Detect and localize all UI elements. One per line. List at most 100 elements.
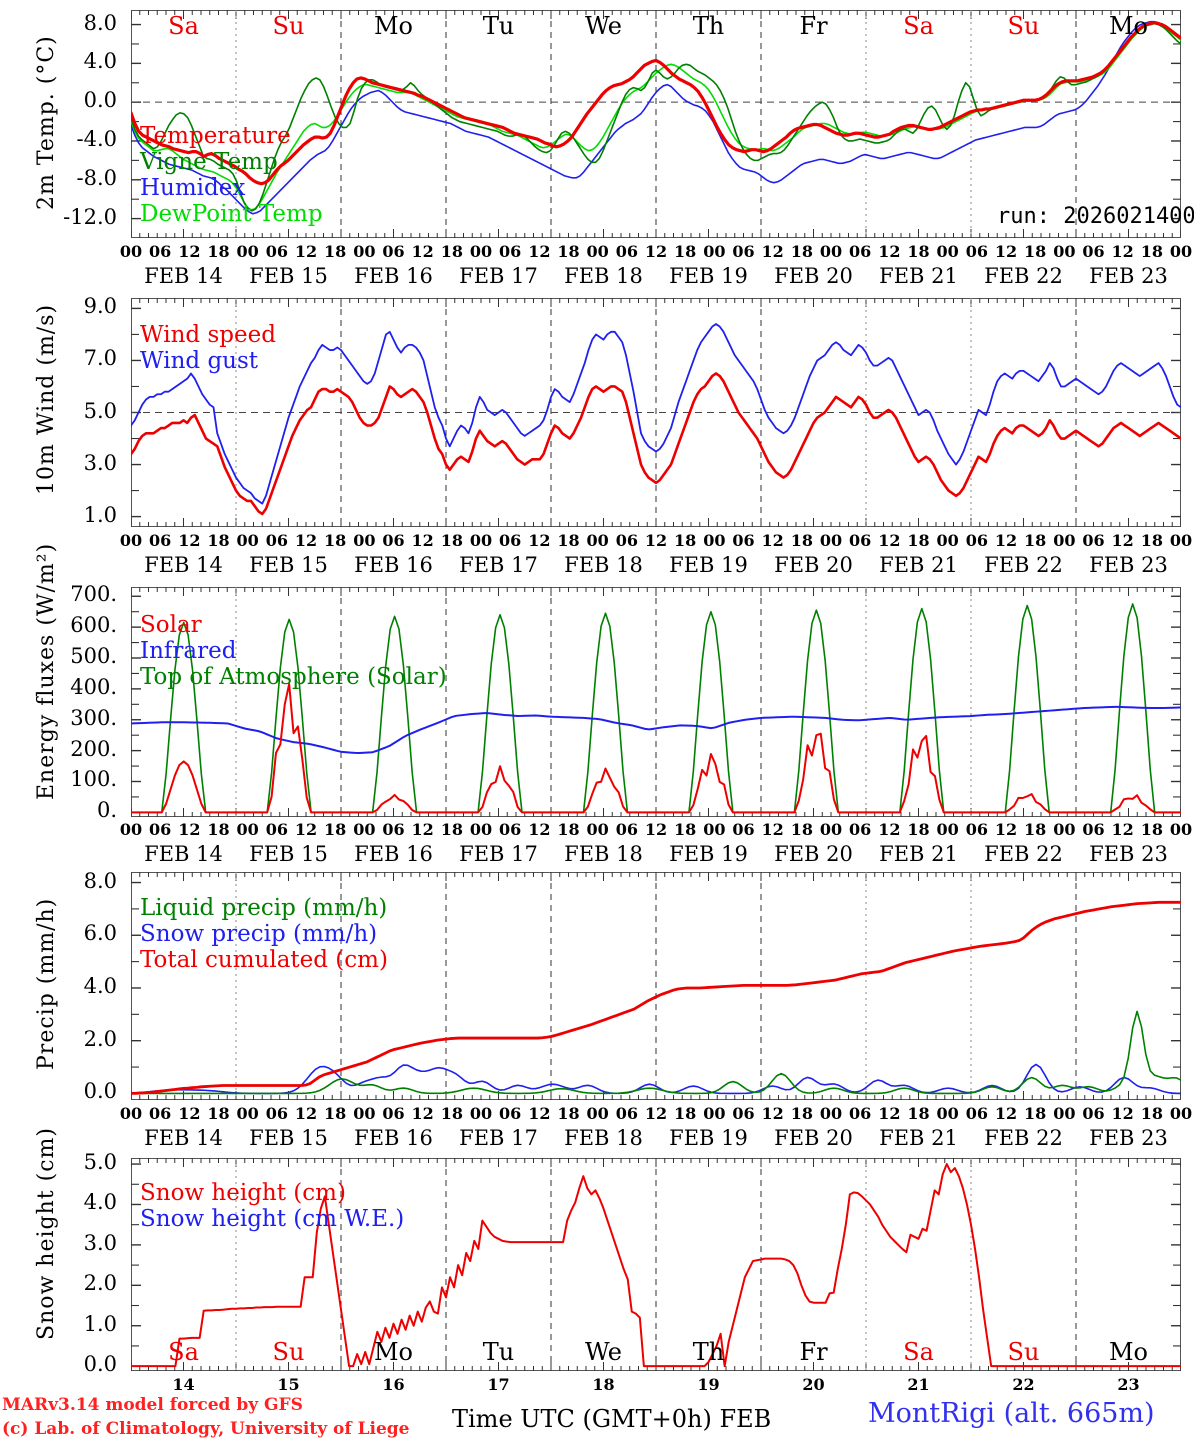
hour-tick-label: 00: [1169, 531, 1193, 550]
hour-tick-label: 18: [557, 242, 580, 261]
legend-entry: DewPoint Temp: [140, 201, 323, 227]
hour-tick-label: 12: [878, 531, 901, 550]
hour-tick-label: 12: [411, 242, 434, 261]
hour-tick-label: 06: [265, 531, 288, 550]
hour-tick-label: 12: [644, 820, 668, 839]
day-label: FEB 15: [249, 1126, 328, 1150]
day-label: FEB 15: [249, 842, 328, 866]
hour-tick-label: 00: [469, 242, 493, 261]
hour-tick-label: 06: [849, 531, 872, 550]
weekday-label: Mo: [373, 1338, 414, 1366]
hour-tick-label: 00: [119, 820, 143, 839]
y-tick-label: 0.0: [83, 1079, 117, 1104]
hour-tick-label: 00: [819, 242, 843, 261]
day-label: FEB 19: [669, 842, 748, 866]
hour-tick-label: 06: [499, 820, 522, 839]
hour-tick-label: 00: [819, 531, 843, 550]
hour-tick-label: 06: [1082, 242, 1105, 261]
legend-entry: Snow height (cm): [140, 1180, 346, 1206]
weekday-label: Sa: [168, 1338, 199, 1366]
legend-entry: Top of Atmosphere (Solar): [140, 664, 447, 690]
day-label: FEB 22: [984, 842, 1063, 866]
hour-tick-label: 00: [1169, 820, 1193, 839]
legend-entry: Snow precip (mm/h): [140, 921, 378, 947]
y-tick-label: 6.0: [83, 921, 117, 946]
footer-model-credit-line1: MARv3.14 model forced by GFS: [2, 1395, 303, 1415]
hour-tick-label: 00: [936, 1104, 959, 1123]
day-label: FEB 15: [249, 264, 328, 288]
y-tick-label: -12.0: [63, 204, 117, 229]
weekday-label: Sa: [903, 1338, 934, 1366]
hour-tick-label: 18: [324, 820, 347, 839]
hour-tick-label: 00: [936, 242, 959, 261]
hour-tick-label: 00: [236, 531, 259, 550]
hour-tick-label: 06: [1082, 820, 1105, 839]
day-label: FEB 19: [669, 553, 748, 577]
hour-tick-label: 06: [965, 242, 988, 261]
hour-tick-label: 12: [1111, 1104, 1134, 1123]
hour-tick-label: 12: [761, 820, 784, 839]
hour-tick-label: 00: [236, 1104, 259, 1123]
hour-tick-label: 12: [1111, 820, 1134, 839]
hour-tick-label: 12: [1111, 531, 1134, 550]
hour-tick-label: 18: [440, 820, 463, 839]
weekday-label: Su: [1007, 12, 1040, 40]
hour-tick-label: 06: [149, 1104, 172, 1123]
hour-tick-label: 18: [1024, 531, 1047, 550]
footer-model-credit-line2: (c) Lab. of Climatology, University of L…: [2, 1419, 410, 1439]
weekday-label: Su: [272, 1338, 305, 1366]
hour-tick-label: 00: [353, 1104, 376, 1123]
day-label: FEB 14: [144, 264, 223, 288]
hour-tick-label: 18: [907, 242, 930, 261]
hour-tick-label: 18: [207, 242, 230, 261]
hour-tick-label: 12: [528, 820, 551, 839]
hour-tick-label: 06: [732, 1104, 755, 1123]
footer-x-axis-title: Time UTC (GMT+0h) FEB: [452, 1405, 772, 1433]
weekday-label: Mo: [1108, 1338, 1149, 1366]
y-tick-label: 700.: [70, 582, 117, 607]
weekday-label: We: [585, 1338, 622, 1366]
hour-tick-label: 12: [294, 820, 318, 839]
hour-tick-label: 06: [265, 820, 288, 839]
hour-tick-label: 00: [119, 242, 143, 261]
hour-tick-label: 18: [674, 1104, 697, 1123]
weekday-label: Mo: [373, 12, 414, 40]
day-label: FEB 23: [1089, 1126, 1168, 1150]
weekday-label: Sa: [168, 12, 199, 40]
hour-tick-label: 12: [528, 242, 551, 261]
panel-temperature: [131, 10, 1181, 238]
hour-tick-label: 18: [674, 820, 697, 839]
day-number-label: 21: [907, 1375, 930, 1394]
hour-tick-label: 00: [936, 531, 959, 550]
hour-tick-label: 18: [324, 1104, 347, 1123]
hour-tick-label: 06: [849, 820, 872, 839]
day-label: FEB 21: [879, 553, 958, 577]
day-label: FEB 17: [459, 264, 538, 288]
panel-wind: [131, 298, 1181, 527]
hour-tick-label: 18: [674, 242, 697, 261]
hour-tick-label: 12: [178, 1104, 201, 1123]
day-label: FEB 17: [459, 1126, 538, 1150]
day-number-label: 17: [487, 1375, 510, 1394]
hour-tick-label: 06: [149, 820, 172, 839]
hour-tick-label: 18: [1024, 1104, 1047, 1123]
hour-tick-label: 00: [353, 242, 376, 261]
weekday-label: Tu: [482, 12, 515, 40]
hour-tick-label: 18: [1140, 820, 1163, 839]
hour-tick-label: 12: [644, 1104, 668, 1123]
hour-tick-label: 18: [440, 242, 463, 261]
day-label: FEB 23: [1089, 842, 1168, 866]
hour-tick-label: 06: [149, 531, 172, 550]
hour-tick-label: 00: [236, 242, 259, 261]
day-label: FEB 21: [879, 264, 958, 288]
hour-tick-label: 00: [936, 820, 959, 839]
hour-tick-label: 00: [586, 531, 609, 550]
y-tick-label: -4.0: [76, 126, 118, 151]
hour-tick-label: 18: [790, 820, 813, 839]
legend-entry: Infrared: [140, 638, 237, 664]
hour-tick-label: 06: [615, 531, 638, 550]
hour-tick-label: 12: [878, 242, 901, 261]
legend-entry: Wind gust: [140, 348, 259, 374]
hour-tick-label: 06: [615, 242, 638, 261]
hour-tick-label: 18: [440, 1104, 463, 1123]
